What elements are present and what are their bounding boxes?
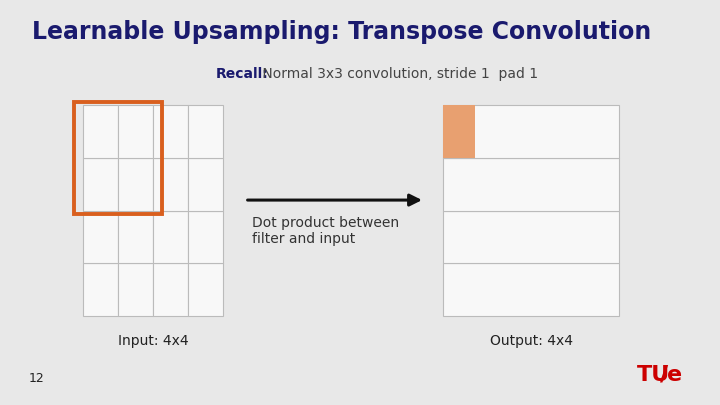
Bar (188, 211, 223, 263)
Text: TU: TU (637, 365, 670, 385)
Text: Recall:: Recall: (216, 67, 269, 81)
Bar (153, 263, 188, 316)
Text: e: e (667, 365, 683, 385)
Bar (188, 105, 223, 158)
Bar (83, 158, 118, 211)
Bar (153, 105, 188, 158)
Text: Output: 4x4: Output: 4x4 (490, 334, 572, 348)
Text: Learnable Upsampling: Transpose Convolution: Learnable Upsampling: Transpose Convolut… (32, 20, 652, 44)
Bar (153, 211, 188, 263)
Bar (118, 263, 153, 316)
Bar (443, 105, 619, 158)
Bar (153, 158, 188, 211)
Bar (443, 158, 619, 211)
Bar (83, 263, 118, 316)
Bar (443, 211, 619, 263)
Text: Input: 4x4: Input: 4x4 (117, 334, 189, 348)
Bar (118, 158, 153, 211)
Bar (118, 105, 153, 158)
Bar (443, 263, 619, 316)
Bar (83, 211, 118, 263)
Bar (188, 263, 223, 316)
Bar (443, 105, 474, 158)
Bar (83, 105, 118, 158)
Text: Dot product between
filter and input: Dot product between filter and input (252, 216, 399, 247)
Text: /: / (660, 365, 667, 385)
Bar (188, 158, 223, 211)
Bar (118, 211, 153, 263)
Text: Normal 3x3 convolution, stride 1  pad 1: Normal 3x3 convolution, stride 1 pad 1 (258, 67, 538, 81)
Bar (74, 102, 162, 214)
Text: 12: 12 (29, 372, 45, 385)
